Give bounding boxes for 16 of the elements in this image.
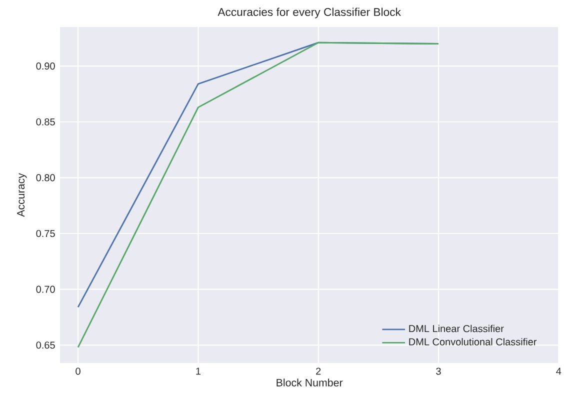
x-tick-label: 3 — [436, 368, 441, 375]
x-tick-label: 4 — [556, 368, 562, 375]
chart-title: Accuracies for every Classifier Block — [218, 8, 401, 18]
legend-label: DML Convolutional Classifier — [409, 338, 537, 346]
x-tick-label: 2 — [316, 368, 321, 375]
y-tick-label: 0.70 — [36, 286, 55, 293]
y-tick-label: 0.90 — [36, 62, 55, 70]
x-tick-label: 0 — [76, 368, 80, 375]
legend-label: DML Linear Classifier — [409, 324, 504, 332]
x-tick-label: 1 — [196, 368, 200, 375]
y-tick-label: 0.65 — [36, 342, 55, 349]
y-tick-label: 0.85 — [36, 118, 55, 126]
y-axis-title: Accuracy — [17, 173, 27, 217]
y-tick-label: 0.75 — [36, 230, 55, 238]
x-axis-title: Block Number — [276, 378, 343, 386]
y-tick-label: 0.80 — [36, 174, 55, 182]
